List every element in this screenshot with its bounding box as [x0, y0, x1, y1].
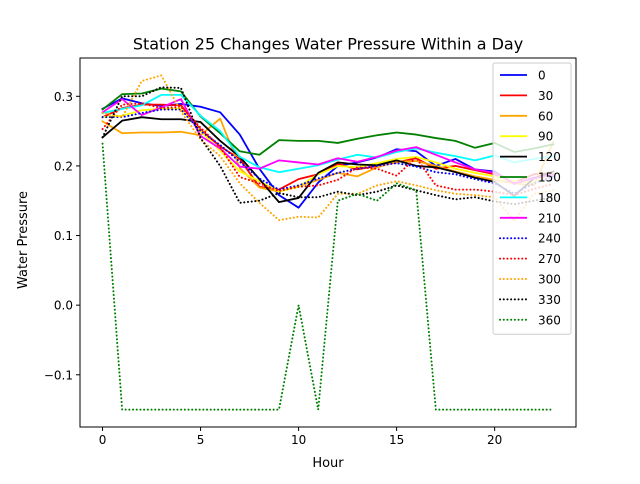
- legend-label-210: 210: [538, 211, 561, 225]
- y-tick-label: 0.2: [54, 159, 73, 173]
- legend-label-150: 150: [538, 171, 561, 185]
- series-line-360: [101, 142, 555, 411]
- legend-label-330: 330: [538, 293, 561, 307]
- x-tick-label: 20: [487, 433, 502, 447]
- x-axis-label: Hour: [312, 456, 344, 471]
- legend-label-30: 30: [538, 89, 553, 103]
- series-line-240: [101, 108, 555, 195]
- legend: 0 30 60 90 120 150 180 210 240 270 300 330 360: [492, 62, 572, 335]
- y-axis-label: Water Pressure: [16, 191, 31, 289]
- x-tick-label: 15: [389, 433, 404, 447]
- legend-label-240: 240: [538, 232, 561, 246]
- legend-label-360: 360: [538, 313, 561, 327]
- legend-box: [492, 62, 572, 335]
- series-line-300: [101, 74, 555, 222]
- legend-label-300: 300: [538, 273, 561, 287]
- series-line-180: [101, 94, 555, 174]
- series-group: [101, 74, 555, 411]
- legend-label-120: 120: [538, 150, 561, 164]
- y-tick-label: 0.1: [54, 229, 73, 243]
- legend-label-90: 90: [538, 130, 553, 144]
- legend-label-60: 60: [538, 109, 553, 123]
- y-tick-label: −0.1: [44, 368, 73, 382]
- y-tick-label: 0.0: [54, 299, 73, 313]
- plot-area: 0 5 10 15 20 −0.1 0.0 0.1 0.2 0.3 0 30 60 90 120 150 180…: [44, 57, 577, 447]
- axes-frame: [79, 57, 577, 428]
- series-line-90: [101, 107, 555, 193]
- x-tick-label: 10: [291, 433, 306, 447]
- series-line-210: [101, 98, 555, 185]
- series-line-120: [101, 116, 555, 204]
- x-tick-label: 0: [99, 433, 107, 447]
- legend-label-0: 0: [538, 69, 546, 83]
- y-tick-label: 0.3: [54, 90, 73, 104]
- series-line-60: [101, 117, 555, 193]
- series-line-270: [101, 102, 555, 197]
- chart-title: Station 25 Changes Water Pressure Within…: [133, 35, 523, 54]
- series-line-150: [101, 87, 555, 156]
- legend-label-180: 180: [538, 191, 561, 205]
- legend-label-270: 270: [538, 252, 561, 266]
- series-line-330: [101, 86, 555, 206]
- x-tick-label: 5: [197, 433, 205, 447]
